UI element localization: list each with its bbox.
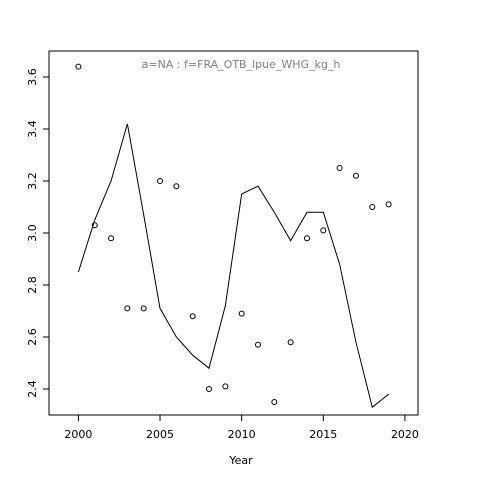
data-point xyxy=(385,201,392,208)
chart-title: a=NA : f=FRA_OTB_lpue_WHG_kg_h xyxy=(142,58,341,71)
x-tick-label: 2015 xyxy=(309,428,337,441)
x-tick-label: 2000 xyxy=(64,428,92,441)
data-point xyxy=(157,178,164,184)
x-tick-label: 2010 xyxy=(228,428,256,441)
x-tick-label: 2020 xyxy=(391,428,419,441)
data-point xyxy=(352,172,359,179)
y-tick-label: 2.4 xyxy=(26,380,39,398)
data-point xyxy=(271,399,278,405)
data-point xyxy=(336,165,343,171)
series-layer xyxy=(75,63,392,409)
data-point xyxy=(75,63,82,70)
data-point xyxy=(320,227,327,234)
y-tick-label: 3.2 xyxy=(26,172,39,190)
y-tick-label: 2.6 xyxy=(26,328,39,346)
data-point xyxy=(238,310,245,317)
x-axis: 2000 2005 2010 2015 2020 xyxy=(64,414,419,441)
data-point xyxy=(189,313,196,320)
data-point xyxy=(108,235,115,242)
data-point xyxy=(124,305,131,312)
data-point xyxy=(91,222,98,229)
data-point xyxy=(287,339,294,346)
x-tick-label: 2005 xyxy=(146,428,174,441)
data-point xyxy=(206,386,213,392)
data-point xyxy=(140,305,147,312)
y-tick-label: 3.0 xyxy=(26,224,39,242)
y-axis: 2.4 2.6 2.8 3.0 3.2 3.4 3.6 xyxy=(26,68,50,398)
data-point xyxy=(369,204,376,210)
y-tick-label: 3.4 xyxy=(26,120,39,138)
data-point xyxy=(173,183,180,190)
data-point xyxy=(254,341,261,348)
trend-line xyxy=(77,123,389,409)
x-axis-label: Year xyxy=(228,454,253,467)
y-tick-label: 2.8 xyxy=(26,276,39,294)
y-tick-label: 3.6 xyxy=(26,68,39,86)
data-point xyxy=(303,235,310,242)
data-point xyxy=(222,383,229,390)
